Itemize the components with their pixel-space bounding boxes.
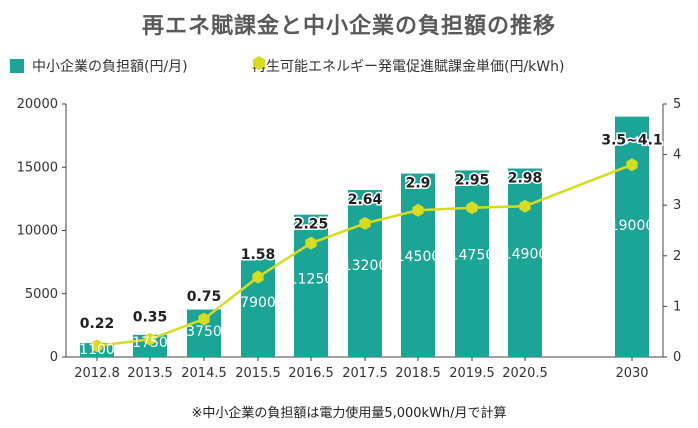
- line-value-label: 2.9: [406, 176, 431, 192]
- y-left-tick-label: 0: [50, 350, 58, 365]
- y-left-tick-label: 20000: [17, 97, 58, 112]
- y-right-tick-label: 5: [673, 97, 681, 112]
- bar-value-label: 14500: [396, 249, 441, 265]
- bar-value-label: 1100: [79, 342, 115, 358]
- x-tick-label: 2030: [615, 366, 648, 381]
- y-right-tick-label: 2: [673, 249, 681, 264]
- unit-price-point: [359, 216, 371, 230]
- bar-value-label: 13200: [343, 258, 388, 274]
- bar-value-label: 19000: [610, 218, 655, 234]
- line-value-label: 2.98: [508, 171, 543, 187]
- y-right-tick-label: 3: [673, 198, 681, 213]
- unit-price-point: [144, 332, 156, 346]
- bar-value-label: 7900: [240, 295, 276, 311]
- x-tick-label: 2013.5: [127, 366, 173, 381]
- bar-value-label: 1750: [132, 335, 168, 351]
- bar-value-label: 3750: [186, 324, 222, 340]
- y-right-tick-label: 4: [673, 148, 681, 163]
- line-value-label: 1.58: [241, 247, 276, 263]
- line-value-label: 3.5~4.1: [601, 133, 662, 149]
- unit-price-point: [252, 270, 264, 284]
- line-value-label: 2.95: [455, 172, 490, 188]
- x-tick-label: 2015.5: [235, 366, 281, 381]
- unit-price-line: [96, 163, 633, 348]
- hexagon-icon: [253, 56, 265, 70]
- y-right-tick-label: 1: [673, 299, 681, 314]
- bar-value-label: 14900: [503, 246, 548, 262]
- unit-price-point: [412, 203, 424, 217]
- legend-item-line: 再生可能エネルギー発電促進賦課金単価(円/kWh): [252, 56, 564, 76]
- bar: [401, 173, 435, 357]
- y-left-tick-label: 15000: [17, 160, 58, 175]
- chart-title: 再エネ賦課金と中小企業の負担額の推移: [141, 14, 556, 39]
- legend: 中小企業の負担額(円/月) 再生可能エネルギー発電促進賦課金単価(円/kWh): [10, 56, 690, 78]
- bar: [455, 170, 489, 357]
- unit-price-point: [626, 158, 638, 172]
- legend-bar-swatch: [10, 59, 24, 73]
- legend-line-label: 再生可能エネルギー発電促進賦課金単価(円/kWh): [252, 59, 565, 75]
- unit-price-point: [466, 201, 478, 215]
- line-value-label: 2.64: [348, 192, 383, 208]
- y-left-tick-label: 10000: [17, 224, 58, 239]
- y-right-tick-label: 0: [673, 350, 681, 365]
- x-tick-label: 2016.5: [288, 366, 334, 381]
- y-left-tick-label: 5000: [25, 287, 58, 302]
- legend-line-marker: [253, 56, 265, 70]
- x-tick-label: 2017.5: [342, 366, 388, 381]
- line-value-label: 0.35: [133, 309, 168, 325]
- bar-value-label: 11250: [289, 272, 334, 288]
- legend-bar-label: 中小企業の負担額(円/月): [32, 59, 188, 75]
- x-tick-label: 2018.5: [395, 366, 441, 381]
- bar: [615, 116, 649, 358]
- unit-price-point: [519, 199, 531, 213]
- x-tick-label: 2014.5: [181, 366, 227, 381]
- unit-price-point: [91, 339, 103, 353]
- footnote: ※中小企業の負担額は電力使用量5,000kWh/月で計算: [191, 406, 507, 421]
- line-value-label: 0.75: [187, 289, 222, 305]
- x-tick-label: 2019.5: [449, 366, 495, 381]
- unit-price-point: [198, 312, 210, 326]
- x-tick-label: 2012.8: [74, 366, 120, 381]
- bar: [508, 168, 542, 357]
- unit-price-point: [305, 236, 317, 250]
- legend-item-bar: 中小企業の負担額(円/月): [10, 56, 188, 76]
- line-value-label: 0.22: [80, 316, 115, 332]
- line-value-label: 2.25: [294, 217, 329, 233]
- x-tick-label: 2020.5: [502, 366, 548, 381]
- bar-value-label: 14750: [450, 247, 495, 263]
